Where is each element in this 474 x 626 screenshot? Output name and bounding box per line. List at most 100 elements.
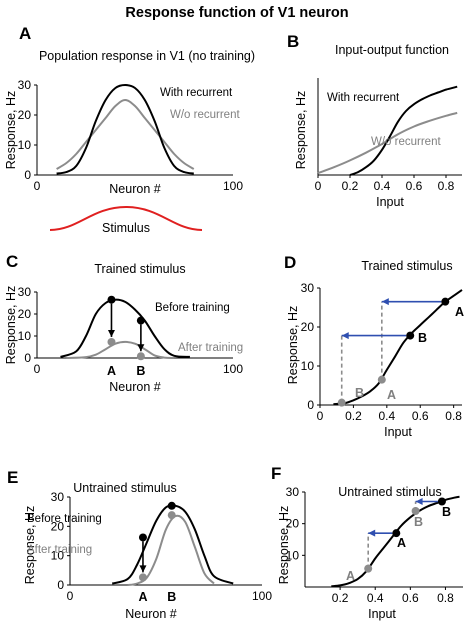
- panel-d-arrow-b: [341, 332, 407, 340]
- panel-e-x-tick-label: 0: [67, 589, 74, 603]
- panel-f-point-a-label: A: [397, 536, 406, 550]
- panel-a-stimulus-curve: [49, 205, 203, 231]
- panel-c-point-a-after: [107, 337, 116, 346]
- panel-d-x-tick-label: 0.2: [345, 409, 362, 423]
- panel-a-y-tick-label: 30: [18, 78, 32, 92]
- panel-b-series-with-recurrent: [349, 85, 458, 176]
- panel-d-io-curve: [333, 289, 463, 406]
- panel-a-y-tick-label: 0: [24, 168, 31, 182]
- panel-c-arrow-b: [137, 324, 145, 352]
- panel-d-arrow-a: [381, 298, 442, 306]
- panel-e-point-b-label: B: [167, 590, 176, 604]
- panel-c-label: C: [6, 252, 18, 271]
- panel-c-title: Trained stimulus: [94, 262, 185, 276]
- panel-d-point-b-after: [337, 398, 346, 407]
- panel-e-y-tick-label: 10: [51, 549, 65, 563]
- panel-c-x-axis-label: Neuron #: [109, 380, 160, 394]
- panel-f-point-b-after: [411, 507, 420, 515]
- panel-e-point-a-label: A: [138, 590, 147, 604]
- panel-a-y-axis-label: Response, Hz: [4, 91, 18, 170]
- panel-e-series-after-training: [127, 514, 215, 586]
- panel-d-label: D: [284, 253, 296, 272]
- panel-a-y-tick-label: 10: [18, 138, 32, 152]
- panel-c-y-tick-label: 0: [24, 351, 31, 365]
- panel-d-point-a-after: [377, 375, 386, 384]
- panel-d-arrow-b-head: [341, 332, 349, 340]
- panel-c-y-axis-label: Response, Hz: [4, 286, 18, 365]
- panel-b-x-tick-label: 0: [315, 179, 322, 193]
- panel-f-x-tick-label: 0.8: [437, 591, 454, 605]
- panel-d-point-b-before: [406, 331, 415, 340]
- panel-f-x-axis-label: Input: [368, 607, 396, 621]
- panel-a-series-without-recurrent: [56, 98, 195, 170]
- panel-e-y-tick-label: 20: [51, 519, 65, 533]
- panels-layer: A Population response in V1 (no training)…: [4, 24, 464, 621]
- panel-f-point-a-after: [364, 564, 373, 573]
- panel-f-y-tick-label: 30: [286, 485, 300, 499]
- panel-e-y-tick-label: 0: [57, 578, 64, 592]
- panel-c-point-b-label: B: [136, 364, 145, 378]
- panel-e-point-b-after: [167, 511, 176, 520]
- panel-d-y-axis-label: Response, Hz: [286, 306, 300, 385]
- panel-a-series-with-recurrent: [56, 83, 194, 175]
- panel-f-title: Untrained stimulus: [338, 485, 442, 499]
- panel-a-label: A: [19, 24, 31, 43]
- panel-b-x-tick-label: 0.6: [406, 179, 423, 193]
- panel-e-point-a-after: [138, 573, 147, 582]
- panel-c-y-tick-label: 20: [18, 307, 32, 321]
- panel-d-point-b-label: B: [418, 331, 427, 345]
- panel-c-series-after-training: [66, 340, 175, 359]
- panel-e-y-tick-label: 30: [51, 490, 65, 504]
- panel-a-x-tick-label: 0: [34, 179, 41, 193]
- panel-e-x-axis-label: Neuron #: [125, 607, 176, 621]
- panel-c-series-before-training: [60, 298, 190, 358]
- panel-d-point-a-before: [441, 297, 450, 306]
- panel-e-point-b-before: [167, 501, 176, 510]
- panel-a-x-axis-label: Neuron #: [109, 182, 160, 196]
- panel-f-x-tick-label: 0.6: [402, 591, 419, 605]
- panel-f-point-b-after-label: B: [414, 515, 423, 529]
- panel-c-x-tick-label: 0: [34, 362, 41, 376]
- panel-b-x-tick-label: 0.2: [342, 179, 359, 193]
- panel-e-legend-before-training: Before training: [27, 513, 102, 525]
- panel-d-point-a-label: A: [455, 305, 464, 319]
- panel-d-title: Trained stimulus: [361, 259, 452, 273]
- panel-d-point-b-after-label: B: [355, 386, 364, 400]
- panel-d-x-tick-label: 0: [317, 409, 324, 423]
- panel-f-point-b-before: [437, 497, 446, 506]
- figure-title: Response function of V1 neuron: [125, 5, 348, 21]
- panel-c-point-a-before: [107, 295, 116, 304]
- panel-a-x-tick-label: 100: [223, 179, 243, 193]
- panel-e-arrow-a: [139, 541, 147, 573]
- panel-d-y-tick-label: 10: [301, 359, 315, 373]
- panel-f-x-tick-label: 0.4: [367, 591, 384, 605]
- panel-e-arrow-a-head: [139, 565, 147, 573]
- panel-c-y-tick-label: 10: [18, 329, 32, 343]
- panel-a-legend-with-recurrent: With recurrent: [160, 87, 233, 99]
- panel-f-label: F: [271, 464, 281, 483]
- panel-f-y-axis-label: Response, Hz: [277, 506, 291, 585]
- panel-f-y-tick-label: 10: [286, 548, 300, 562]
- panel-f-point-b-label: B: [442, 505, 451, 519]
- panel-b-title: Input-output function: [335, 43, 449, 57]
- panel-d-x-tick-label: 0.4: [378, 409, 395, 423]
- panel-f-x-tick-label: 0.2: [332, 591, 349, 605]
- panel-d-y-tick-label: 0: [307, 398, 314, 412]
- panel-b-legend-with-recurrent: With recurrent: [327, 92, 400, 104]
- panel-e-label: E: [7, 468, 18, 487]
- panel-c-legend-after-training: After training: [178, 342, 243, 354]
- panel-a-legend-without-recurrent: W/o recurrent: [170, 109, 240, 121]
- panel-d-y-tick-label: 20: [301, 320, 315, 334]
- panel-f-arrow-a-head: [368, 529, 376, 537]
- panel-c-arrow-a: [107, 303, 115, 337]
- panel-f-point-a-after-label: A: [346, 569, 355, 583]
- panel-b-x-tick-label: 0.4: [374, 179, 391, 193]
- panel-c-arrow-b-head: [137, 344, 145, 352]
- panel-f-point-a-before: [392, 529, 401, 538]
- panel-d-y-tick-label: 30: [301, 281, 315, 295]
- panel-d-point-a-after-label: A: [387, 388, 396, 402]
- panel-b-x-axis-label: Input: [376, 195, 404, 209]
- panel-d-arrow-a-head: [381, 298, 389, 306]
- panel-c-point-a-label: A: [107, 364, 116, 378]
